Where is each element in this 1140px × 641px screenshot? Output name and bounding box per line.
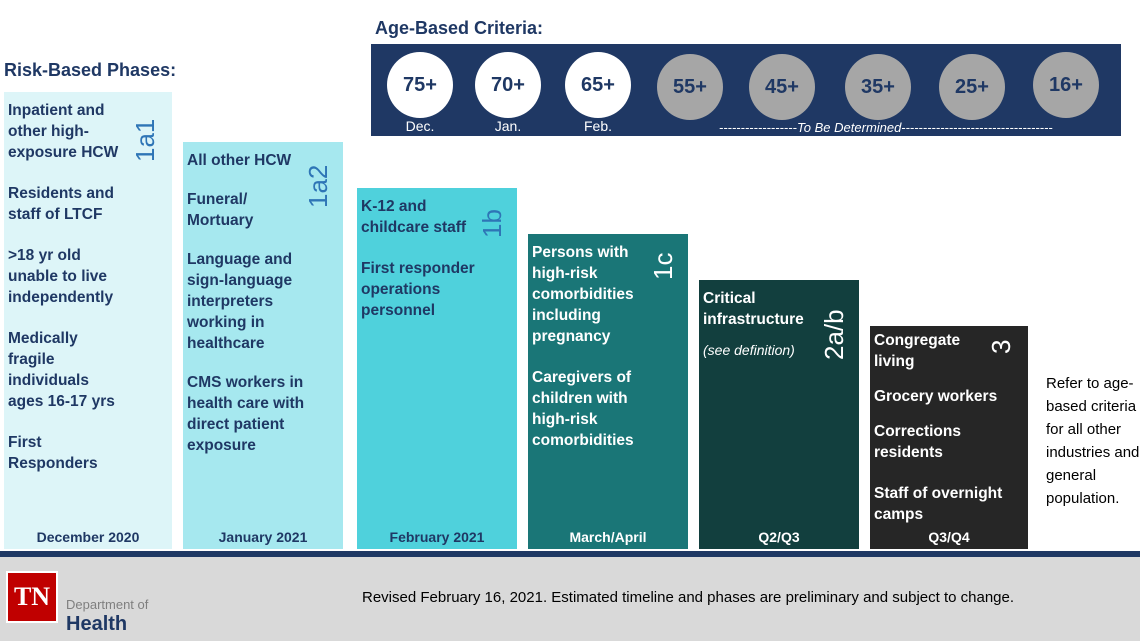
age-circle-35: 35+ bbox=[845, 54, 911, 120]
phase-bar-3: Congregate living Grocery workers Correc… bbox=[870, 326, 1028, 549]
tn-logo: TN bbox=[6, 571, 58, 623]
to-be-determined-label: ------------------To Be Determined------… bbox=[719, 120, 1053, 135]
age-month-feb: Feb. bbox=[583, 118, 612, 134]
phase-3-items: Congregate living Grocery workers Correc… bbox=[874, 332, 1003, 523]
health-label: Health bbox=[66, 613, 128, 635]
phase-bar-1a2: All other HCW Funeral/ Mortuary Language… bbox=[183, 142, 343, 549]
phase-month-january-2021: January 2021 bbox=[218, 529, 308, 545]
phase-tag-3: 3 bbox=[986, 339, 1016, 354]
age-circle-70: 70+ bbox=[475, 52, 541, 118]
phase-tag-1a2: 1a2 bbox=[303, 164, 333, 208]
department-label: Department of bbox=[66, 597, 149, 612]
phase-month-march-april: March/April bbox=[569, 529, 647, 545]
phase-tag-1c: 1c bbox=[648, 252, 678, 280]
refer-note: Refer to age-based criteria for all othe… bbox=[1046, 375, 1140, 507]
risk-based-phases-heading: Risk-Based Phases: bbox=[4, 60, 177, 80]
footer: TN Department of Health Revised February… bbox=[0, 557, 1140, 641]
age-month-dec: Dec. bbox=[405, 118, 435, 134]
phase-1a2-items: All other HCW Funeral/ Mortuary Language… bbox=[187, 152, 305, 454]
phase-2a-b-items: Critical infrastructure (see definition) bbox=[703, 290, 804, 358]
phase-bar-1c: Persons with high-risk comorbidities inc… bbox=[528, 234, 688, 549]
age-based-criteria-heading: Age-Based Criteria: bbox=[375, 18, 544, 38]
phase-1c-items: Persons with high-risk comorbidities inc… bbox=[532, 244, 634, 449]
phase-tag-1a1: 1a1 bbox=[130, 118, 160, 162]
phase-month-february-2021: February 2021 bbox=[389, 529, 485, 545]
age-month-jan: Jan. bbox=[494, 118, 522, 134]
phase-bar-1b: K-12 and childcare staff First responder… bbox=[357, 188, 517, 549]
revised-note: Revised February 16, 2021. Estimated tim… bbox=[362, 589, 1015, 606]
age-circle-75: 75+ bbox=[387, 52, 453, 118]
age-circle-55: 55+ bbox=[657, 54, 723, 120]
age-criteria-panel: 75+ 70+ 65+ 55+ 45+ 35+ 25+ 16+ Dec. Jan… bbox=[371, 44, 1121, 136]
age-circle-25: 25+ bbox=[939, 54, 1005, 120]
phase-1a1-items: Inpatient and other high-exposure HCW Re… bbox=[8, 102, 119, 472]
phase-month-q2-q3: Q2/Q3 bbox=[758, 529, 800, 545]
age-circle-16: 16+ bbox=[1033, 52, 1099, 118]
phase-1b-items: K-12 and childcare staff First responder… bbox=[361, 198, 475, 319]
phase-month-december-2020: December 2020 bbox=[36, 529, 140, 545]
phase-bar-2a-b: Critical infrastructure (see definition)… bbox=[699, 280, 859, 549]
age-circle-65: 65+ bbox=[565, 52, 631, 118]
phase-bar-1a1: Inpatient and other high-exposure HCW Re… bbox=[4, 92, 172, 549]
phase-month-q3-q4: Q3/Q4 bbox=[928, 529, 970, 545]
footer-divider bbox=[0, 551, 1140, 557]
phase-tag-1b: 1b bbox=[477, 209, 507, 238]
phase-tag-2a-b: 2a/b bbox=[819, 309, 849, 360]
age-circle-45: 45+ bbox=[749, 54, 815, 120]
